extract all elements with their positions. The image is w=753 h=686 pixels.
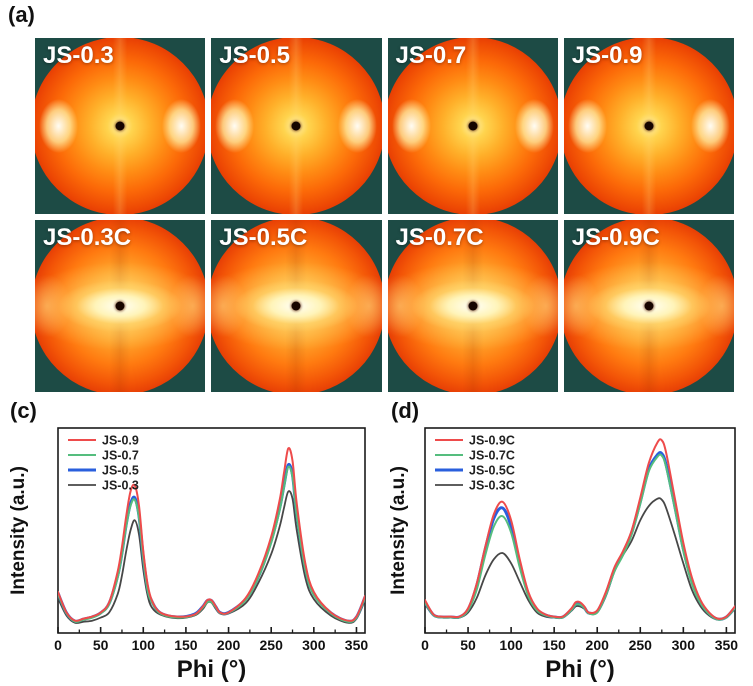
x-tick-label: 250	[260, 637, 284, 653]
y-axis-title: Intensity (a.u.)	[388, 466, 409, 595]
tile-label: JS-0.7C	[395, 224, 484, 251]
x-tick-label: 350	[345, 637, 369, 653]
x-tick-label: 50	[460, 637, 476, 653]
beamstop-dot	[115, 121, 125, 131]
x-tick-label: 300	[672, 637, 696, 653]
waxs-tile-js07c: JS-0.7C	[387, 220, 558, 392]
waxs-tile-grid: JS-0.3 JS-0.5 JS-0.7 JS-0.9 JS-0.3C JS-0…	[35, 38, 734, 392]
legend-label-JS-0.5: JS-0.5	[102, 464, 139, 478]
x-tick-label: 200	[586, 637, 610, 653]
series-line-JS-0.7C	[425, 453, 735, 621]
legend-label-JS-0.9C: JS-0.9C	[469, 434, 515, 448]
legend-label-JS-0.5C: JS-0.5C	[469, 464, 515, 478]
x-tick-label: 300	[302, 637, 326, 653]
x-tick-label: 200	[217, 637, 241, 653]
beamstop-dot	[291, 301, 301, 311]
legend-label-JS-0.3: JS-0.3	[102, 479, 139, 493]
waxs-tile-js05c: JS-0.5C	[211, 220, 382, 392]
panel-c-label: (c)	[10, 398, 37, 423]
tile-label: JS-0.9	[571, 42, 643, 69]
x-tick-label: 100	[132, 637, 156, 653]
legend-label-JS-0.3C: JS-0.3C	[469, 479, 515, 493]
waxs-tile-js09c: JS-0.9C	[563, 220, 734, 392]
waxs-tile-js09: JS-0.9	[563, 38, 734, 214]
panel-d-label: (d)	[391, 398, 420, 423]
x-tick-label: 50	[93, 637, 109, 653]
tile-label: JS-0.3C	[43, 224, 132, 251]
tile-label: JS-0.9C	[571, 224, 660, 251]
chart-c-canvas: 0 50 100 150 200 250 300 350 Phi (°) Intensity (a…	[8, 427, 369, 683]
chart-d-canvas: 0 50 100 150 200 250 300 350 Phi (°) Intensity (a…	[388, 427, 739, 683]
beamstop-dot	[468, 301, 478, 311]
series-line-JS-0.9C	[425, 438, 735, 620]
beamstop-dot	[468, 121, 478, 131]
waxs-tile-js07: JS-0.7	[387, 38, 558, 214]
waxs-tile-js03: JS-0.3	[35, 38, 206, 214]
y-axis-title: Intensity (a.u.)	[8, 466, 29, 595]
beamstop-dot	[644, 301, 654, 311]
legend-label-JS-0.7C: JS-0.7C	[469, 449, 515, 463]
waxs-tile-js03c: JS-0.3C	[35, 220, 206, 392]
x-tick-label: 350	[715, 637, 739, 653]
x-tick-label: 0	[54, 637, 62, 653]
x-tick-label: 100	[499, 637, 523, 653]
x-tick-label: 0	[421, 637, 429, 653]
beamstop-dot	[115, 301, 125, 311]
x-axis-title: Phi (°)	[545, 656, 615, 683]
x-tick-label: 150	[174, 637, 198, 653]
plot-box	[424, 427, 736, 634]
tile-label: JS-0.5	[219, 42, 290, 69]
tile-label: JS-0.3	[43, 42, 114, 69]
beamstop-dot	[291, 121, 301, 131]
tile-label: JS-0.5C	[219, 224, 308, 251]
legend-label-JS-0.7: JS-0.7	[102, 449, 139, 463]
x-tick-label: 150	[542, 637, 566, 653]
legend-label-JS-0.9: JS-0.9	[102, 434, 139, 448]
x-tick-label: 250	[629, 637, 653, 653]
series-line-JS-0.9	[58, 447, 365, 622]
tile-label: JS-0.7	[395, 42, 467, 69]
panel-a-label: (a)	[8, 2, 35, 27]
x-axis-title: Phi (°)	[177, 656, 247, 683]
beamstop-dot	[644, 121, 654, 131]
waxs-tile-js05: JS-0.5	[211, 38, 382, 214]
plot-box	[57, 427, 366, 634]
